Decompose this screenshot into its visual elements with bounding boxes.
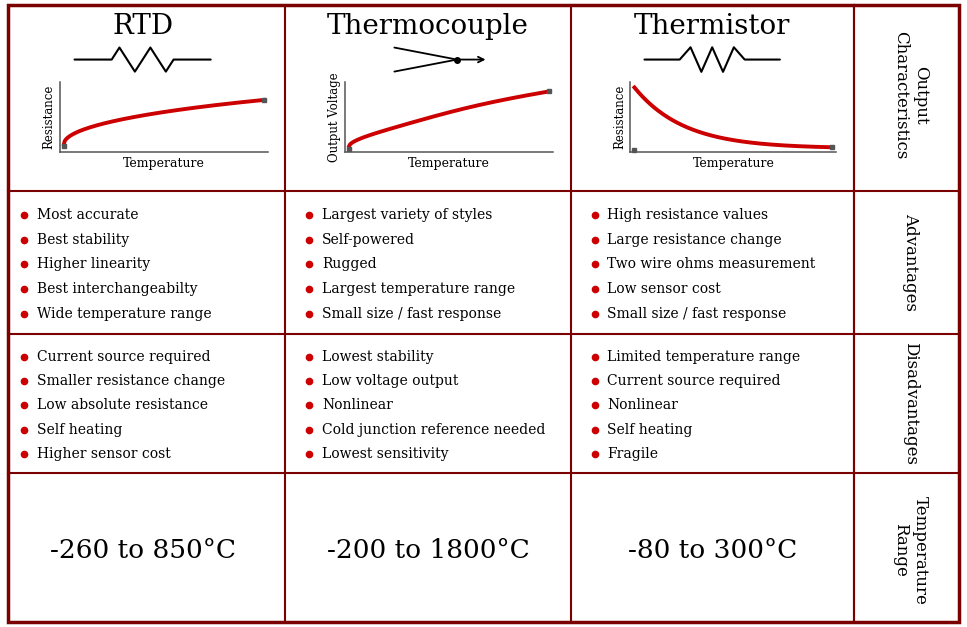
Text: Largest variety of styles: Largest variety of styles <box>322 208 492 222</box>
Text: Small size / fast response: Small size / fast response <box>322 307 501 320</box>
Text: Self heating: Self heating <box>37 423 122 436</box>
Text: Self heating: Self heating <box>607 423 692 436</box>
Text: Wide temperature range: Wide temperature range <box>37 307 212 320</box>
Text: Higher sensor cost: Higher sensor cost <box>37 447 170 461</box>
Text: RTD: RTD <box>112 13 173 40</box>
Text: Nonlinear: Nonlinear <box>607 398 678 413</box>
Text: High resistance values: High resistance values <box>607 208 769 222</box>
Text: Smaller resistance change: Smaller resistance change <box>37 374 225 388</box>
Y-axis label: Resistance: Resistance <box>43 85 56 149</box>
Text: Current source required: Current source required <box>607 374 780 388</box>
Text: Rugged: Rugged <box>322 257 376 271</box>
Text: Temperature
Range: Temperature Range <box>893 496 928 604</box>
Text: Lowest stability: Lowest stability <box>322 350 433 364</box>
Text: Lowest sensitivity: Lowest sensitivity <box>322 447 449 461</box>
Text: Best stability: Best stability <box>37 233 129 246</box>
X-axis label: Temperature: Temperature <box>408 157 490 169</box>
Text: Current source required: Current source required <box>37 350 210 364</box>
Text: Self-powered: Self-powered <box>322 233 415 246</box>
Text: Large resistance change: Large resistance change <box>607 233 782 246</box>
Text: Higher linearity: Higher linearity <box>37 257 150 271</box>
Text: Output
Characteristics: Output Characteristics <box>893 31 928 160</box>
Text: Low absolute resistance: Low absolute resistance <box>37 398 208 413</box>
Text: Largest temperature range: Largest temperature range <box>322 282 515 296</box>
Text: Advantages: Advantages <box>902 213 919 312</box>
Y-axis label: Resistance: Resistance <box>613 85 627 149</box>
Text: Thermocouple: Thermocouple <box>327 13 529 40</box>
Text: Most accurate: Most accurate <box>37 208 138 222</box>
Text: -260 to 850°C: -260 to 850°C <box>49 538 236 562</box>
Text: Cold junction reference needed: Cold junction reference needed <box>322 423 545 436</box>
Text: Best interchangeabilty: Best interchangeabilty <box>37 282 197 296</box>
Text: Low sensor cost: Low sensor cost <box>607 282 721 296</box>
Text: -200 to 1800°C: -200 to 1800°C <box>327 538 529 562</box>
Text: Small size / fast response: Small size / fast response <box>607 307 786 320</box>
Text: Low voltage output: Low voltage output <box>322 374 458 388</box>
Text: Two wire ohms measurement: Two wire ohms measurement <box>607 257 815 271</box>
Y-axis label: Output Voltage: Output Voltage <box>328 72 341 162</box>
Text: -80 to 300°C: -80 to 300°C <box>628 538 797 562</box>
Text: Limited temperature range: Limited temperature range <box>607 350 801 364</box>
Text: Fragile: Fragile <box>607 447 659 461</box>
Text: Nonlinear: Nonlinear <box>322 398 393 413</box>
X-axis label: Temperature: Temperature <box>123 157 205 169</box>
Text: Thermistor: Thermistor <box>634 13 790 40</box>
X-axis label: Temperature: Temperature <box>692 157 775 169</box>
Text: Disadvantages: Disadvantages <box>902 342 919 465</box>
